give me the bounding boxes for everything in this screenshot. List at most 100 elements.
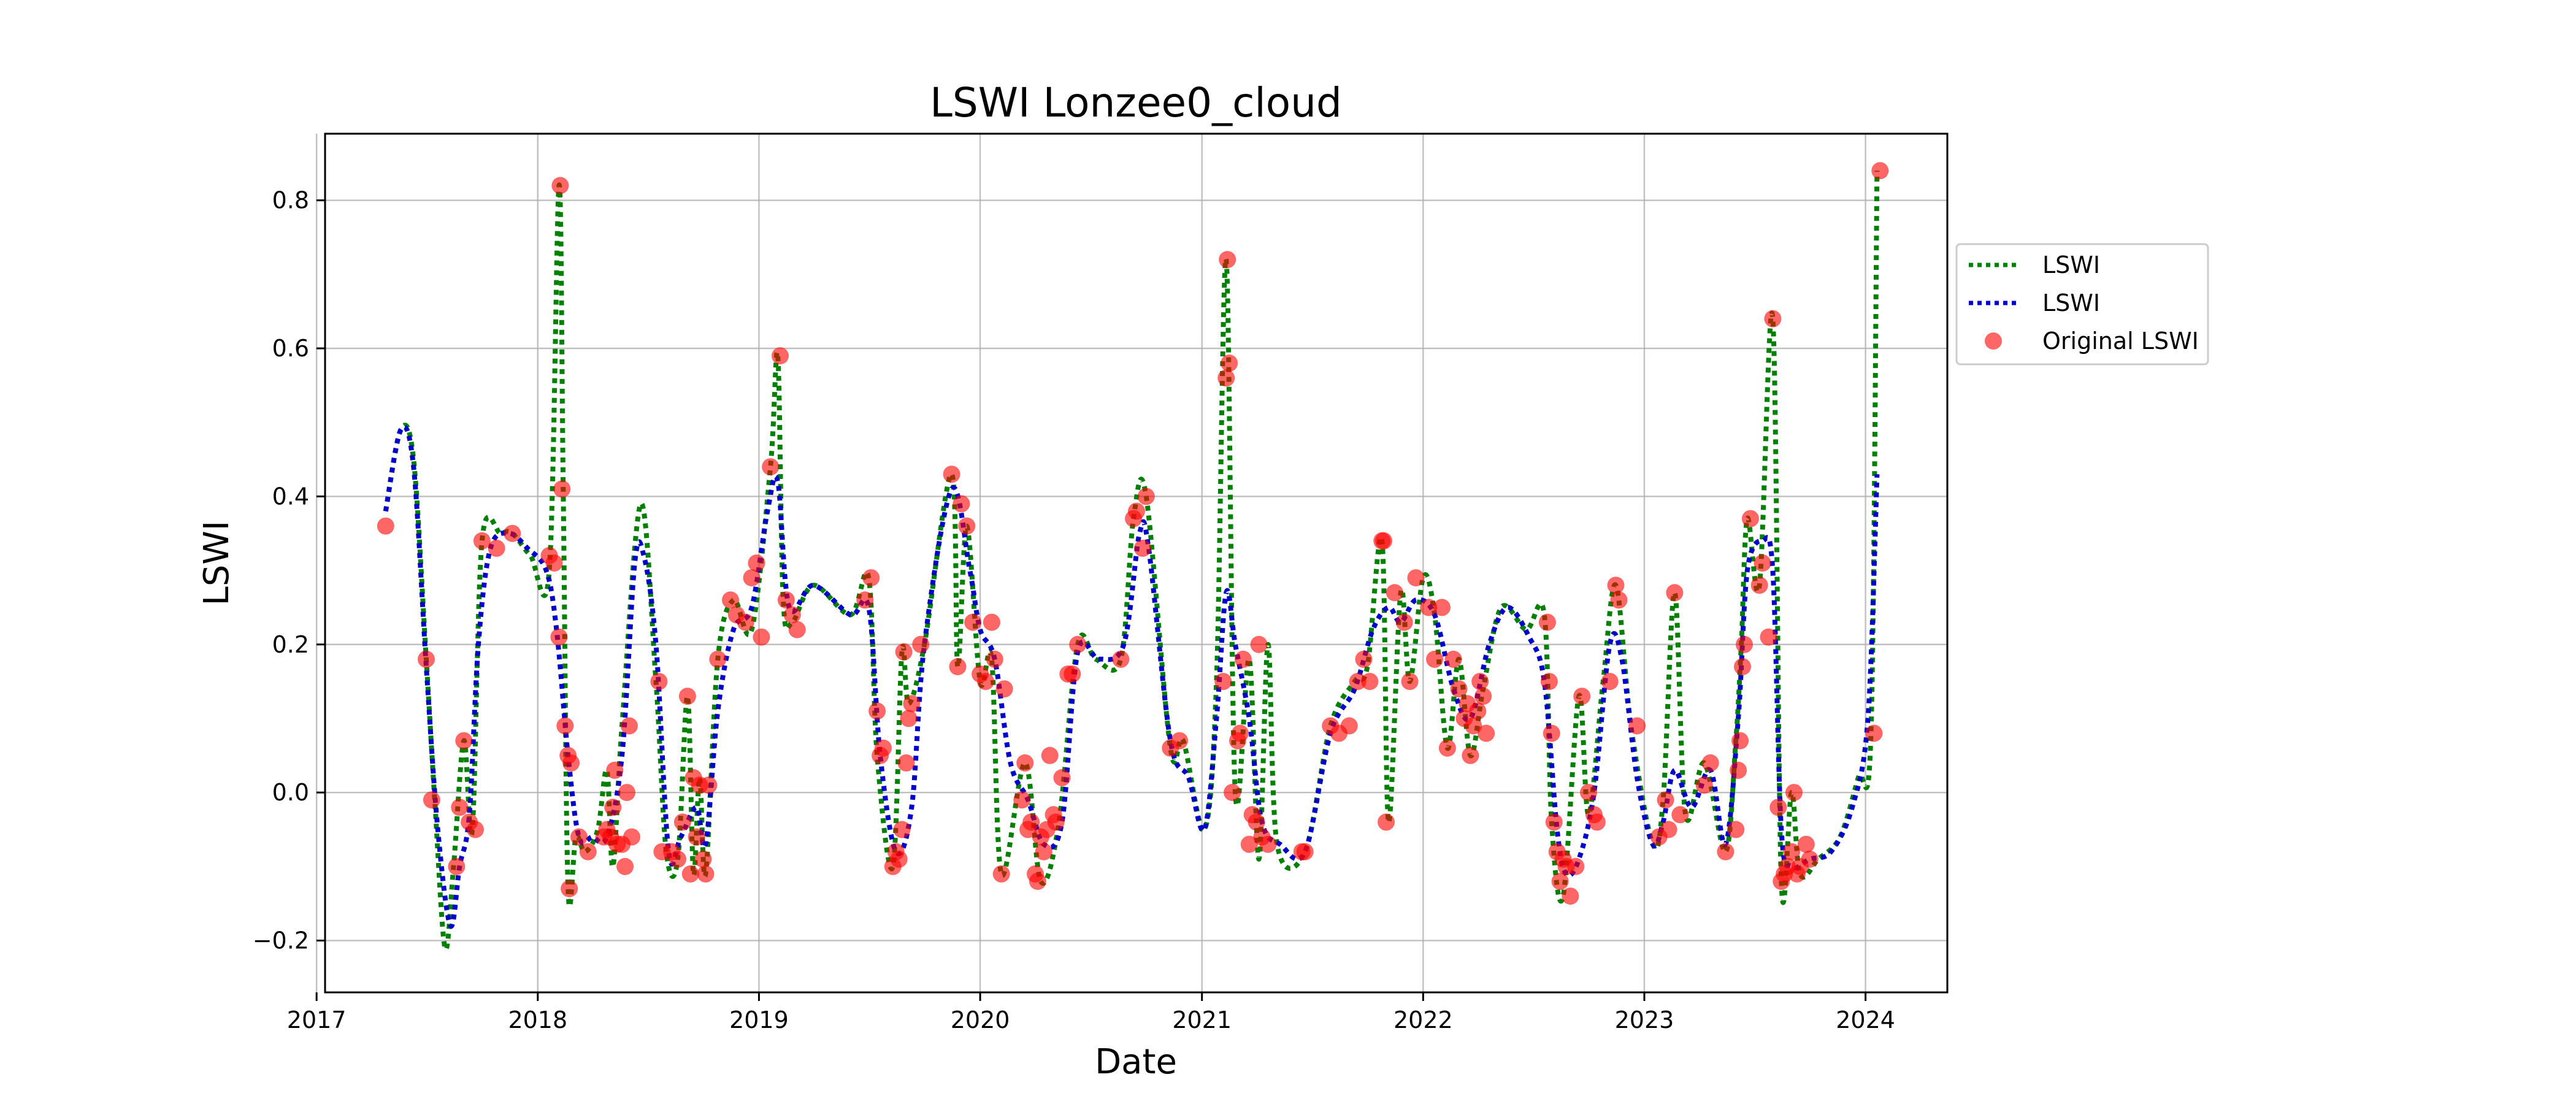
grid-lines xyxy=(315,134,1947,992)
original-lswi-point xyxy=(1355,650,1373,668)
original-lswi-point xyxy=(1769,799,1787,816)
original-lswi-point xyxy=(1047,813,1065,831)
original-lswi-point xyxy=(783,606,801,624)
original-lswi-point xyxy=(1137,488,1155,505)
original-lswi-point xyxy=(1580,784,1598,802)
original-lswi-point xyxy=(579,843,597,861)
original-lswi-point xyxy=(1240,835,1258,853)
original-lswi-point xyxy=(1171,732,1189,749)
x-tick-label: 2023 xyxy=(1615,1006,1674,1033)
axis-ticks: 2017 2018 2019 2020 2021 2022 2023 2024 −0.2 0.0 0… xyxy=(253,187,1895,1033)
original-lswi-point xyxy=(1785,784,1803,802)
original-lswi-point xyxy=(1069,635,1087,653)
original-lswi-point xyxy=(1444,650,1462,668)
original-lswi-point xyxy=(1567,857,1585,875)
original-lswi-point xyxy=(1112,650,1130,668)
original-lswi-point xyxy=(1471,673,1489,691)
original-lswi-point xyxy=(1610,591,1628,609)
original-lswi-point xyxy=(1433,599,1451,616)
original-lswi-point xyxy=(1657,791,1674,809)
y-tick-label: 0.0 xyxy=(272,779,309,806)
original-lswi-point xyxy=(1727,821,1745,838)
original-lswi-point xyxy=(983,613,1000,631)
original-lswi-point xyxy=(856,591,874,609)
original-lswi-point xyxy=(912,635,930,653)
original-lswi-point xyxy=(669,850,686,868)
original-lswi-point xyxy=(1695,776,1713,794)
original-lswi-point xyxy=(748,554,765,572)
original-lswi-point xyxy=(455,732,473,749)
original-lswi-point xyxy=(1741,510,1759,527)
original-lswi-point xyxy=(1797,835,1815,853)
original-lswi-point xyxy=(1671,806,1689,824)
original-lswi-point xyxy=(1736,635,1753,653)
original-lswi-point xyxy=(1250,635,1268,653)
original-lswi-point xyxy=(488,539,505,557)
original-lswi-point xyxy=(986,650,1003,668)
y-axis-title: LSWI xyxy=(197,521,237,606)
original-lswi-point xyxy=(1450,680,1468,698)
original-lswi-point xyxy=(1041,746,1059,764)
legend-box xyxy=(1955,243,2209,366)
original-lswi-point xyxy=(1783,843,1801,861)
original-lswi-point xyxy=(943,466,960,483)
original-lswi-point xyxy=(1426,650,1444,668)
original-lswi-point xyxy=(1221,355,1238,372)
original-lswi-point xyxy=(377,517,394,535)
original-lswi-point xyxy=(1401,673,1419,691)
original-lswi-point xyxy=(616,857,634,875)
original-lswi-point xyxy=(556,717,574,735)
original-lswi-point xyxy=(606,761,624,779)
original-lswi-point xyxy=(772,347,789,365)
original-lswi-point xyxy=(958,517,976,535)
original-lswi-point xyxy=(1551,873,1569,890)
original-lswi-point xyxy=(562,754,580,772)
original-lswi-point xyxy=(418,650,435,668)
original-lswi-point xyxy=(1375,532,1393,550)
original-lswi-point xyxy=(448,857,466,875)
original-lswi-point xyxy=(1666,584,1684,602)
original-lswi-point xyxy=(722,591,739,609)
original-lswi-point xyxy=(1754,554,1771,572)
original-lswi-point xyxy=(551,177,569,194)
original-lswi-point xyxy=(618,784,635,802)
original-lswi-point xyxy=(1035,843,1052,861)
original-lswi-point xyxy=(423,791,440,809)
original-lswi-point xyxy=(1734,658,1751,675)
original-lswi-point xyxy=(903,695,921,713)
original-lswi-point xyxy=(681,865,699,883)
original-lswi-point xyxy=(1219,251,1236,269)
original-lswi-point xyxy=(1543,724,1560,742)
original-lswi-point xyxy=(1217,369,1235,387)
original-lswi-point xyxy=(1248,813,1265,831)
original-lswi-point xyxy=(1731,732,1749,749)
original-lswi-point xyxy=(1407,569,1425,587)
original-lswi-point xyxy=(895,643,913,661)
original-lswi-point xyxy=(1801,850,1819,868)
original-lswi-point xyxy=(1628,717,1646,735)
original-lswi-point xyxy=(545,554,563,572)
original-lswi-point xyxy=(964,613,982,631)
original-lswi-point xyxy=(1764,310,1782,328)
original-lswi-point xyxy=(1660,821,1677,838)
original-lswi-point xyxy=(1296,843,1314,861)
original-lswi-point xyxy=(1469,702,1487,720)
original-lswi-point xyxy=(1064,665,1081,683)
original-lswi-point xyxy=(862,569,880,587)
x-tick-label: 2020 xyxy=(951,1006,1010,1033)
y-tick-label: 0.6 xyxy=(272,335,309,362)
original-lswi-point xyxy=(777,591,795,609)
original-lswi-point xyxy=(1224,784,1241,802)
y-tick-label: −0.2 xyxy=(253,927,309,954)
y-tick-label: 0.4 xyxy=(272,483,309,510)
original-lswi-point xyxy=(1701,754,1719,772)
original-lswi-point xyxy=(694,850,712,868)
original-lswi-point xyxy=(897,754,915,772)
original-lswi-point xyxy=(621,717,638,735)
original-lswi-point xyxy=(753,628,770,646)
original-lswi-point xyxy=(1234,650,1252,668)
original-lswi-point xyxy=(1562,887,1579,905)
original-lswi-point xyxy=(1474,688,1492,705)
x-tick-label: 2019 xyxy=(729,1006,789,1033)
